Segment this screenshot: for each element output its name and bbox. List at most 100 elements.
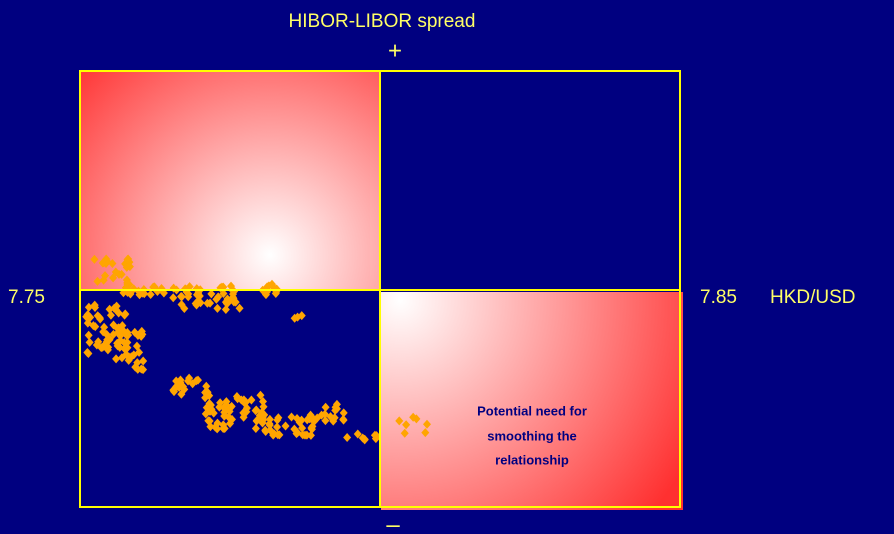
scatter-point xyxy=(372,431,381,441)
scatter-point xyxy=(137,364,146,374)
scatter-point xyxy=(140,289,149,299)
scatter-point xyxy=(272,284,281,294)
note-line: relationship xyxy=(495,452,569,467)
scatter-point xyxy=(121,342,130,352)
scatter-point xyxy=(227,281,236,291)
scatter-point xyxy=(196,298,205,308)
scatter-point xyxy=(146,290,155,300)
scatter-point xyxy=(252,416,261,426)
scatter-point xyxy=(130,327,139,337)
title: HIBOR-LIBOR spread xyxy=(289,11,476,32)
scatter-point xyxy=(281,421,290,431)
scatter-point xyxy=(177,389,186,399)
scatter-point xyxy=(221,304,230,314)
scatter-point xyxy=(298,423,307,433)
scatter-points xyxy=(82,254,432,445)
scatter-point xyxy=(203,298,212,308)
scatter-point xyxy=(192,376,201,386)
scatter-point xyxy=(229,289,238,299)
scatter-point xyxy=(400,428,409,438)
scatter-point xyxy=(292,429,301,439)
scatter-point xyxy=(239,395,248,405)
scatter-point xyxy=(213,418,222,428)
scatter-point xyxy=(212,294,221,304)
scatter-point xyxy=(85,337,94,347)
scatter-point xyxy=(206,400,215,410)
left-label: 7.75 xyxy=(8,287,45,308)
scatter-point xyxy=(129,350,138,360)
scatter-point xyxy=(259,415,268,425)
scatter-point xyxy=(83,348,92,358)
scatter-point xyxy=(423,419,432,429)
note-line: Potential need for xyxy=(477,403,587,418)
scatter-point xyxy=(116,331,125,341)
scatter-point xyxy=(265,414,274,424)
scatter-point xyxy=(251,424,260,434)
scatter-point xyxy=(92,340,101,350)
scatter-point xyxy=(123,254,132,264)
scatter-point xyxy=(137,331,146,341)
scatter-point xyxy=(112,301,121,311)
scatter-point xyxy=(264,281,273,291)
scatter-point xyxy=(409,412,418,422)
scatter-point xyxy=(93,311,102,321)
note-line: smoothing the xyxy=(487,428,577,443)
scatter-point xyxy=(239,408,248,418)
scatter-point xyxy=(219,420,228,430)
scatter-point xyxy=(306,410,315,420)
scatter-point xyxy=(91,303,100,313)
scatter-point xyxy=(287,412,296,422)
scatter-point xyxy=(169,293,178,303)
scatter-point xyxy=(213,303,222,313)
scatter-point xyxy=(100,322,109,332)
minus-label: – xyxy=(386,511,400,534)
scatter-point xyxy=(123,327,132,337)
scatter-point xyxy=(139,356,148,366)
scatter-point xyxy=(207,289,216,299)
scatter-point xyxy=(177,299,186,309)
scatter-point xyxy=(302,430,311,440)
scatter-point xyxy=(273,422,282,432)
scatter-point xyxy=(317,410,326,420)
scatter-point xyxy=(120,310,129,320)
scatter-point xyxy=(204,416,213,426)
scatter-point xyxy=(358,433,367,443)
scatter-point xyxy=(266,425,275,435)
scatter-point xyxy=(185,373,194,383)
scatter-point xyxy=(353,429,362,439)
scatter-point xyxy=(98,258,107,268)
scatter-point xyxy=(219,289,228,299)
scatter-point xyxy=(227,414,236,424)
scatter-point xyxy=(133,358,142,368)
plus-label: + xyxy=(388,37,402,64)
right-label: 7.85 xyxy=(700,287,737,308)
scatter-point xyxy=(122,350,131,360)
scatter-point xyxy=(83,310,92,320)
scatter-point xyxy=(329,416,338,426)
axis-label: HKD/USD xyxy=(770,287,856,308)
scatter-point xyxy=(125,262,134,272)
scatter-point xyxy=(191,298,200,308)
scatter-point xyxy=(421,428,430,438)
scatter-point xyxy=(221,297,230,307)
scatter-point xyxy=(259,397,268,407)
scatter-point xyxy=(99,341,108,351)
scatter-point xyxy=(93,276,102,286)
scatter-point xyxy=(256,390,265,400)
scatter-point xyxy=(91,322,100,332)
quadrant-frame xyxy=(79,70,681,508)
scatter-point xyxy=(331,402,340,412)
scatter-point xyxy=(257,407,266,417)
scatter-point xyxy=(115,342,124,352)
scatter-point xyxy=(111,267,120,277)
scatter-point xyxy=(205,391,214,401)
scatter-point xyxy=(84,330,93,340)
scatter-point xyxy=(227,401,236,411)
scatter-point xyxy=(101,271,110,281)
scatter-point xyxy=(339,414,348,424)
quadrant-bottom-right xyxy=(381,292,683,510)
scatter-point xyxy=(134,286,143,296)
scatter-point xyxy=(274,413,283,423)
scatter-point xyxy=(293,312,302,322)
